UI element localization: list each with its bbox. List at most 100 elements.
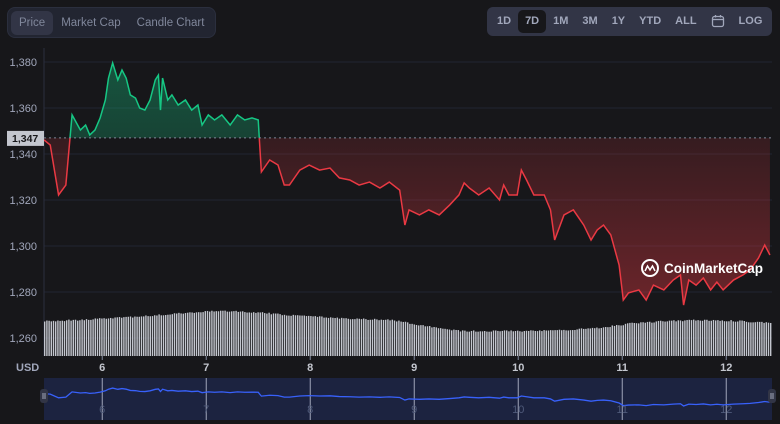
volume-bar xyxy=(341,318,342,356)
volume-bar xyxy=(766,322,767,356)
volume-bar xyxy=(112,318,113,356)
volume-bar xyxy=(207,311,208,356)
volume-bar xyxy=(422,325,423,356)
volume-bar xyxy=(222,311,223,356)
volume-bar xyxy=(572,330,573,356)
volume-bar xyxy=(363,318,364,356)
volume-bar xyxy=(447,329,448,356)
volume-bar xyxy=(218,311,219,356)
volume-bar xyxy=(81,319,82,356)
volume-bar xyxy=(656,321,657,356)
volume-bar xyxy=(150,316,151,356)
volume-bar xyxy=(59,321,60,356)
volume-bar xyxy=(568,330,569,356)
volume-bar xyxy=(381,320,382,356)
volume-bar xyxy=(502,331,503,356)
volume-bar xyxy=(337,318,338,356)
volume-bar xyxy=(70,321,71,356)
volume-bar xyxy=(559,330,560,356)
volume-bar xyxy=(735,322,736,356)
volume-bar xyxy=(722,320,723,356)
volume-bar xyxy=(460,331,461,356)
volume-bar xyxy=(389,320,390,356)
volume-bar xyxy=(356,318,357,356)
volume-bar xyxy=(77,321,78,356)
volume-bar xyxy=(541,331,542,356)
volume-bar xyxy=(209,312,210,356)
volume-bar xyxy=(768,323,769,356)
volume-bar xyxy=(438,328,439,356)
volume-bar xyxy=(634,323,635,356)
volume-bar xyxy=(323,318,324,356)
volume-bar xyxy=(530,330,531,356)
volume-bar xyxy=(486,332,487,356)
volume-bar xyxy=(97,319,98,356)
volume-bar xyxy=(185,313,186,356)
volume-bar xyxy=(433,327,434,356)
navigator-handle-left[interactable] xyxy=(40,389,48,403)
volume-bar xyxy=(178,313,179,356)
volume-bar xyxy=(598,328,599,356)
volume-bar xyxy=(609,327,610,356)
volume-bar xyxy=(686,320,687,356)
volume-bar xyxy=(328,318,329,356)
volume-bar xyxy=(504,330,505,356)
volume-bar xyxy=(189,312,190,356)
volume-bar xyxy=(376,319,377,356)
volume-bar xyxy=(79,320,80,356)
volume-bar xyxy=(46,321,47,356)
volume-bar xyxy=(704,320,705,356)
volume-bar xyxy=(667,321,668,356)
volume-bar xyxy=(367,320,368,356)
volume-bar xyxy=(304,316,305,356)
volume-bar xyxy=(288,316,289,356)
volume-bar xyxy=(273,313,274,356)
volume-bar xyxy=(297,315,298,356)
volume-bar xyxy=(139,317,140,356)
watermark-text: CoinMarketCap xyxy=(664,261,763,276)
volume-bar xyxy=(191,312,192,356)
volume-bar xyxy=(125,317,126,356)
volume-bar xyxy=(183,314,184,356)
volume-bar xyxy=(675,321,676,356)
volume-bar xyxy=(156,316,157,356)
volume-bar xyxy=(161,315,162,356)
volume-bar xyxy=(563,330,564,356)
volume-bar xyxy=(271,314,272,356)
volume-bar xyxy=(715,320,716,356)
volume-bar xyxy=(449,330,450,356)
volume-bar xyxy=(695,321,696,356)
volume-bar xyxy=(176,314,177,356)
volume-bar xyxy=(224,311,225,356)
volume-bar xyxy=(554,330,555,356)
volume-bar xyxy=(693,320,694,356)
volume-bar xyxy=(196,312,197,356)
volume-bar xyxy=(75,320,76,356)
volume-bar xyxy=(543,330,544,356)
navigator-handle-right[interactable] xyxy=(768,389,776,403)
volume-bar xyxy=(312,316,313,356)
y-tick-label: 1,300 xyxy=(9,241,37,253)
volume-bar xyxy=(51,321,52,356)
volume-bar xyxy=(618,325,619,356)
volume-bar xyxy=(290,316,291,356)
volume-bar xyxy=(466,332,467,356)
volume-bar xyxy=(653,322,654,356)
volume-bar xyxy=(673,320,674,356)
volume-bar xyxy=(99,318,100,356)
volume-bar xyxy=(482,331,483,356)
baseline-label: 1,347 xyxy=(12,133,38,145)
volume-bar xyxy=(471,331,472,356)
volume-bar xyxy=(108,318,109,356)
volume-bar xyxy=(733,321,734,356)
currency-label: USD xyxy=(16,362,39,374)
volume-bar xyxy=(755,322,756,356)
volume-bar xyxy=(301,316,302,356)
volume-bar xyxy=(383,320,384,356)
volume-bar xyxy=(268,313,269,356)
range-navigator[interactable] xyxy=(40,378,776,420)
volume-bar xyxy=(420,325,421,356)
volume-bar xyxy=(462,330,463,356)
volume-bar xyxy=(326,318,327,356)
